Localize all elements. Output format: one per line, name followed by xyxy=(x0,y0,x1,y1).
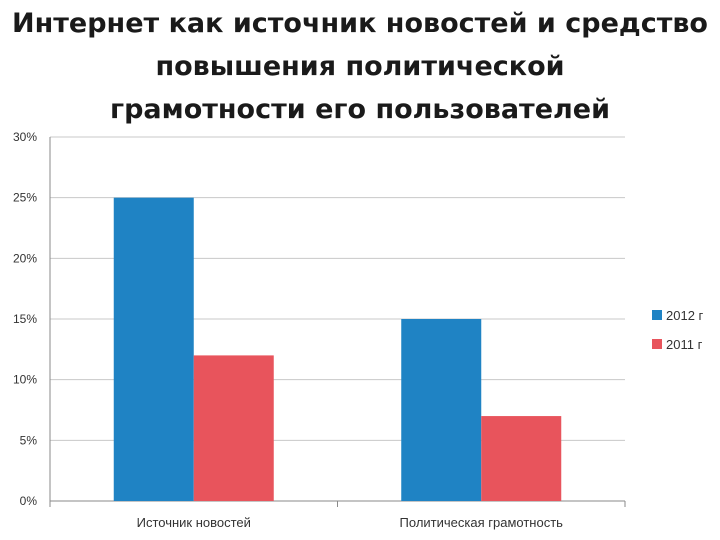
y-tick-label-3: 15% xyxy=(13,312,37,326)
y-tick-label-1: 5% xyxy=(20,433,38,447)
chart-title-line-1: Интернет как источник новостей и средств… xyxy=(12,8,708,39)
chart-title: Интернет как источник новостей и средств… xyxy=(0,2,720,131)
y-tick-label-5: 25% xyxy=(13,191,37,205)
legend: 2012 г 2011 г xyxy=(652,308,704,352)
y-tick-label-2: 10% xyxy=(13,373,37,387)
bar-2011-0 xyxy=(193,355,274,501)
chart-title-line-3: грамотности его пользователей xyxy=(109,94,611,125)
bar-2012-0 xyxy=(113,197,194,501)
y-tick-label-4: 20% xyxy=(13,251,37,265)
legend-swatch-1 xyxy=(652,339,662,349)
y-tick-label-0: 0% xyxy=(20,494,38,508)
legend-label-0: 2012 г xyxy=(666,308,704,323)
x-category-label-1: Политическая грамотность xyxy=(400,515,564,530)
x-category-label-0: Источник новостей xyxy=(137,515,251,530)
axis-labels: 0% 5% 10% 15% 20% 25% 30% Источник новостей Поли… xyxy=(13,130,563,530)
y-tick-label-6: 30% xyxy=(13,130,37,144)
bar-2011-1 xyxy=(481,416,562,501)
chart-title-line-2: повышения политической xyxy=(155,51,565,82)
legend-swatch-0 xyxy=(652,310,662,320)
bar-2012-1 xyxy=(401,319,482,501)
legend-label-1: 2011 г xyxy=(666,337,703,352)
bars xyxy=(113,197,562,501)
